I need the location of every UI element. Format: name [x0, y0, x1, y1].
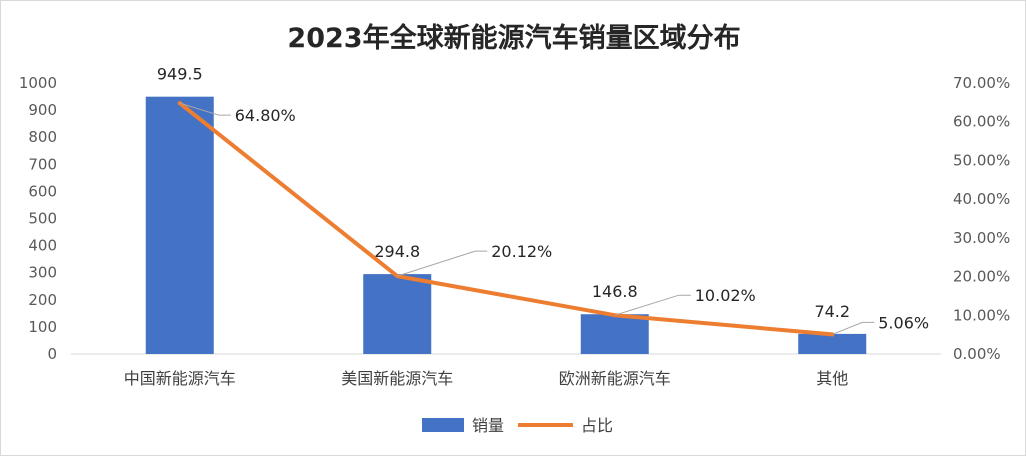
leader-line: [614, 294, 691, 316]
leader-line: [397, 250, 488, 277]
y-right-tick-label: 10.00%: [953, 306, 1010, 324]
y-left-tick-label: 1000: [19, 74, 57, 92]
y-right-tick-label: 20.00%: [953, 268, 1010, 286]
x-category-label: 其他: [816, 369, 848, 388]
legend: 销量 占比: [422, 416, 613, 435]
bar-data-label: 949.5: [157, 65, 203, 84]
line-data-label: 10.02%: [695, 286, 756, 305]
legend-label-share: 占比: [581, 416, 613, 435]
bar-sales: [580, 314, 649, 354]
y-left-tick-label: 600: [28, 182, 57, 200]
y-right-tick-label: 40.00%: [953, 190, 1010, 208]
y-left-tick-label: 300: [28, 264, 57, 282]
y-right-tick-label: 50.00%: [953, 151, 1010, 169]
y-left-tick-label: 500: [28, 210, 57, 228]
chart-title: 2023年全球新能源汽车销量区域分布: [287, 22, 740, 54]
line-data-label: 20.12%: [491, 242, 552, 261]
legend-label-sales: 销量: [472, 416, 504, 435]
x-category-label: 美国新能源汽车: [341, 369, 453, 388]
y-right-tick-label: 60.00%: [953, 113, 1010, 131]
bar-sales: [798, 333, 867, 354]
leader-line: [179, 102, 231, 116]
y-left-tick-label: 400: [28, 237, 57, 255]
bar-sales: [363, 274, 432, 354]
line-data-label: 5.06%: [878, 313, 929, 332]
x-category-label: 欧洲新能源汽车: [559, 369, 671, 388]
y-left-tick-label: 100: [28, 318, 57, 336]
legend-swatch-sales: [422, 418, 464, 432]
y-left-tick-label: 900: [28, 101, 57, 119]
bar-data-label: 146.8: [592, 282, 638, 301]
y-left-tick-label: 700: [28, 155, 57, 173]
bar-data-label: 294.8: [374, 242, 420, 261]
line-data-label: 64.80%: [235, 106, 296, 125]
line-share: [177, 101, 835, 337]
y-right-tick-label: 30.00%: [953, 229, 1010, 247]
leader-line: [832, 321, 875, 335]
y-right-tick-label: 0.00%: [953, 345, 1001, 363]
y-left-tick-label: 800: [28, 128, 57, 146]
plot-area: 0 100 200 300 400 500 600 700 800 900 1000 0.00% 10.…: [19, 65, 1010, 388]
bar-data-label: 74.2: [814, 302, 850, 321]
y-left-tick-label: 200: [28, 291, 57, 309]
bar-sales: [145, 96, 214, 355]
y-right-tick-label: 70.00%: [953, 74, 1010, 92]
x-category-label: 中国新能源汽车: [124, 369, 236, 388]
y-left-tick-label: 0: [47, 345, 57, 363]
